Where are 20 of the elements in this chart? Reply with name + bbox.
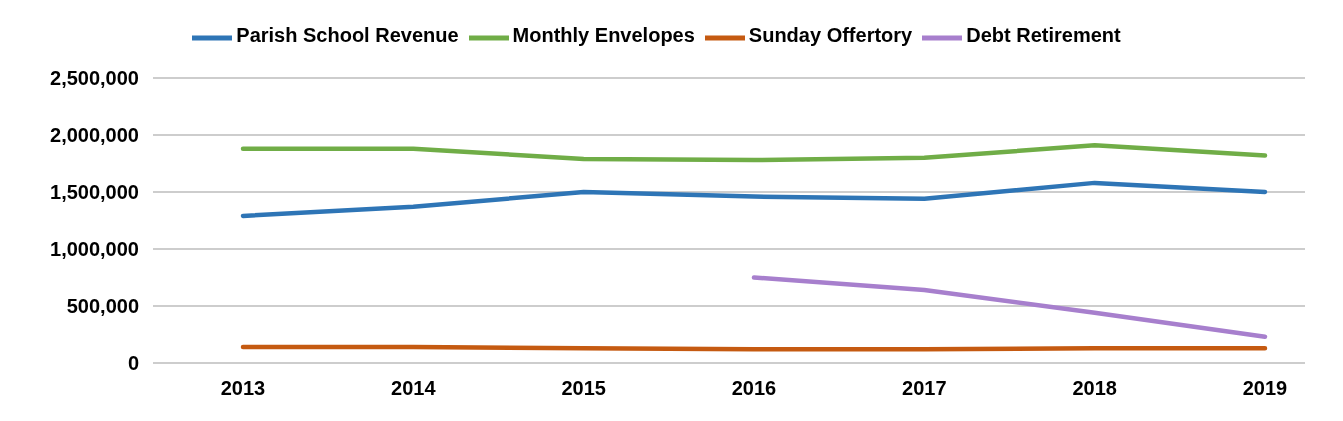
line-series — [240, 180, 1268, 219]
x-tick-label: 2015 — [561, 377, 606, 400]
legend-label: Debt Retirement — [966, 23, 1121, 46]
x-tick-label: 2019 — [1242, 377, 1288, 400]
x-tick-label: 2018 — [1072, 377, 1117, 400]
line-series — [240, 143, 1268, 163]
y-tick-label: 1,000,000 — [50, 238, 139, 261]
y-tick-label: 2,000,000 — [50, 124, 139, 147]
y-tick-label: 1,500,000 — [50, 181, 139, 204]
y-tick-label: 500,000 — [66, 295, 139, 318]
x-tick-label: 2014 — [391, 377, 437, 400]
x-tick-label: 2016 — [731, 377, 777, 400]
legend-label: Monthly Envelopes — [512, 23, 695, 46]
y-tick-label: 2,500,000 — [50, 67, 139, 90]
legend-label: Sunday Offertory — [748, 23, 913, 46]
legend-label: Parish School Revenue — [236, 23, 459, 46]
x-tick-label: 2017 — [902, 377, 947, 400]
x-tick-label: 2013 — [220, 377, 266, 400]
line-series — [751, 275, 1268, 340]
y-tick-label: 0 — [127, 352, 139, 375]
